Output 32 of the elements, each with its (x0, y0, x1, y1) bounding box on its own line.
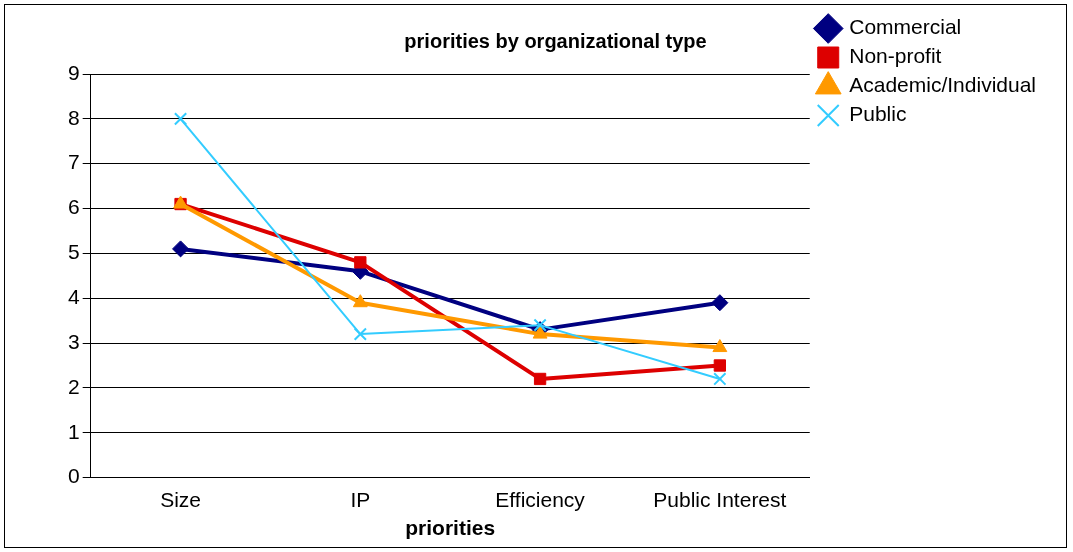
point (172, 240, 190, 258)
legend-label: Commercial (849, 15, 962, 39)
point (532, 325, 548, 339)
point (533, 372, 547, 386)
x-tick-label: Size (160, 488, 201, 511)
y-tick-label: 0 (67, 464, 80, 488)
y-tick-label: 5 (67, 240, 80, 264)
y-tick-label: 3 (67, 329, 80, 353)
legend-label: Non-profit (849, 44, 942, 68)
y-tick-label: 9 (67, 60, 80, 84)
x-tick-label: Public Interest (653, 488, 787, 511)
point (354, 256, 367, 269)
x-tick-label: Efficiency (495, 488, 586, 511)
legend-label: Academic/Individual (849, 73, 1036, 97)
y-tick-label: 7 (67, 150, 80, 174)
y-tick-label: 6 (67, 195, 80, 219)
y-tick-label: 1 (67, 419, 80, 443)
point (353, 327, 367, 341)
point (173, 112, 188, 126)
point (711, 294, 729, 312)
y-tick-label: 2 (67, 374, 80, 398)
legend-label: Public (849, 102, 907, 126)
point (533, 318, 547, 332)
chart-title: priorities by organizational type (404, 29, 707, 52)
y-tick-label: 4 (67, 285, 80, 309)
point (352, 294, 368, 308)
x-tick-label: IP (350, 488, 371, 511)
y-tick-label: 8 (67, 105, 80, 129)
x-axis-title: priorities (405, 516, 496, 540)
point (713, 372, 727, 386)
point (713, 359, 727, 372)
point (712, 339, 728, 353)
